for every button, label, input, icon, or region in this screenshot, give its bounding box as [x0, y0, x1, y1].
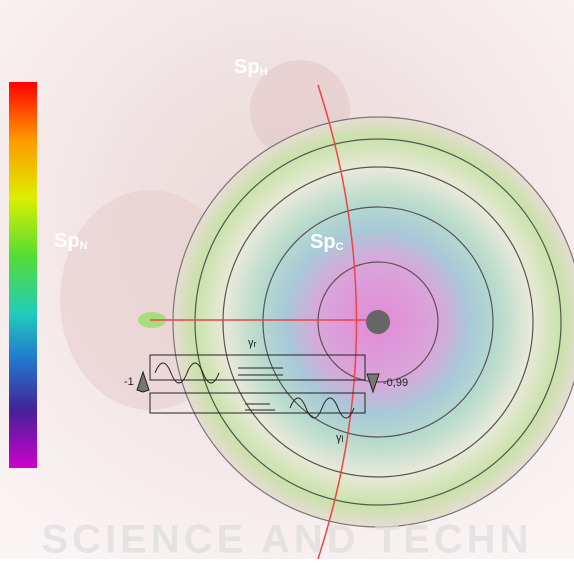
wave-l — [289, 397, 355, 419]
center-sphere — [366, 310, 390, 334]
ring — [194, 138, 562, 506]
label-sp-c: SpC — [310, 231, 344, 253]
right-arrow — [366, 373, 380, 394]
gamma-l: γl — [336, 432, 344, 444]
ring — [222, 166, 534, 478]
left-arrow — [136, 370, 150, 393]
label-sp-n: SpN — [54, 230, 88, 252]
watermark: SCIENCE AND TECHN — [42, 518, 533, 559]
right-value: -0,99 — [383, 377, 408, 389]
color-bar — [9, 82, 37, 468]
waveguide — [149, 354, 366, 419]
lower-guide — [149, 392, 366, 414]
ring — [262, 206, 494, 438]
arrows — [238, 367, 283, 411]
gamma-r: γr — [248, 337, 257, 349]
upper-guide — [149, 354, 366, 381]
ring — [317, 261, 439, 383]
label-sp-h: SpH — [234, 56, 268, 78]
left-value: -1 — [124, 376, 134, 388]
rings — [194, 138, 562, 506]
red-curve — [317, 84, 358, 560]
wave-r — [154, 362, 220, 384]
